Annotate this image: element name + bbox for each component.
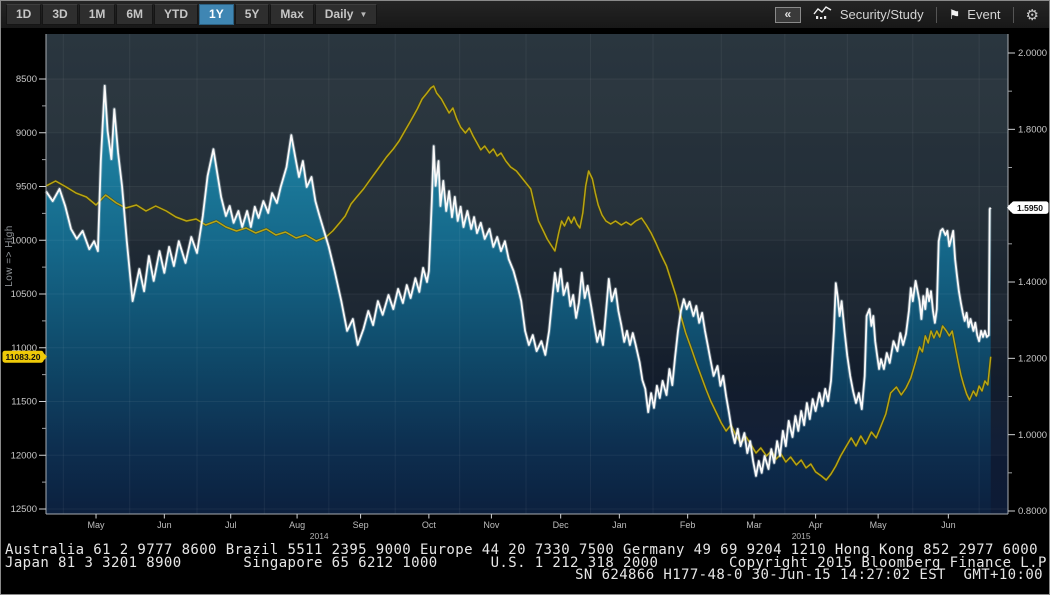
left-axis-tick-label: 9500 bbox=[16, 182, 37, 193]
right-axis-tick-label: 1.8000 bbox=[1018, 125, 1047, 136]
axis-frame bbox=[45, 34, 1009, 515]
left-axis-tick-label: 11500 bbox=[11, 397, 37, 408]
background-band bbox=[46, 187, 1008, 241]
month-label: Jun bbox=[941, 520, 956, 530]
price-area-fill bbox=[46, 85, 991, 515]
period-button-3d[interactable]: 3D bbox=[42, 4, 78, 25]
footer-contact-line1: Australia 61 2 9777 8600 Brazil 5511 239… bbox=[5, 542, 1038, 558]
security-study-button[interactable]: Security/Study bbox=[813, 6, 924, 23]
period-button-6m[interactable]: 6M bbox=[116, 4, 154, 25]
back-button[interactable]: « bbox=[774, 6, 801, 23]
month-label: Sep bbox=[353, 520, 369, 530]
flag-icon: ⚑ bbox=[948, 6, 961, 22]
footer: Australia 61 2 9777 8600 Brazil 5511 239… bbox=[1, 542, 1049, 594]
left-axis-tick-label: 11000 bbox=[11, 343, 37, 354]
month-label: Jun bbox=[157, 520, 172, 530]
settings-gear-button[interactable]: ⚙ bbox=[1025, 6, 1039, 24]
footer-session-line: SN 624866 H177-48-0 30-Jun-15 14:27:02 E… bbox=[575, 567, 1043, 583]
month-label: Jan bbox=[612, 520, 627, 530]
right-axis: 2.00001.80001.60001.40001.20001.00000.80… bbox=[1008, 48, 1047, 517]
month-label: May bbox=[88, 520, 106, 530]
svg-text:1.5950: 1.5950 bbox=[1017, 203, 1043, 213]
year-label: 2014 bbox=[310, 531, 329, 541]
month-label: Nov bbox=[483, 520, 500, 530]
interval-dropdown[interactable]: Daily ▼ bbox=[314, 4, 378, 25]
left-axis-tick-label: 12000 bbox=[11, 450, 37, 461]
white-price-line bbox=[45, 84, 992, 477]
event-button[interactable]: ⚑ Event bbox=[949, 7, 1001, 23]
line-chart-icon bbox=[813, 6, 833, 23]
month-label: Jul bbox=[225, 520, 237, 530]
chevron-down-icon: ▼ bbox=[359, 10, 368, 19]
year-label: 2015 bbox=[792, 531, 811, 541]
right-axis-tick-label: 1.4000 bbox=[1018, 277, 1047, 288]
left-axis-tick-label: 12500 bbox=[11, 504, 37, 515]
period-button-group: 1D 3D 1M 6M YTD 1Y 5Y Max bbox=[6, 1, 315, 28]
background-band bbox=[46, 79, 1008, 133]
footer-contact-line2: Japan 81 3 3201 8900 Singapore 65 6212 1… bbox=[5, 554, 1050, 571]
interval-label: Daily bbox=[324, 7, 354, 21]
month-label: Mar bbox=[746, 520, 762, 530]
left-axis-title: Low => High bbox=[4, 225, 15, 287]
month-label: Dec bbox=[553, 520, 570, 530]
left-axis-tick-label: 10500 bbox=[11, 289, 37, 300]
last-price-tag-yellow: 11083.20 bbox=[2, 350, 47, 363]
toolbar-divider bbox=[1012, 6, 1014, 23]
period-button-1d[interactable]: 1D bbox=[6, 4, 42, 25]
left-axis: 8500 9000 9500 10000 10500 11000 11500 12000 125… bbox=[11, 74, 46, 515]
left-axis-tick-label: 9000 bbox=[16, 128, 37, 139]
last-price-tag-white: 1.5950 bbox=[1007, 201, 1049, 214]
right-axis-tick-label: 0.8000 bbox=[1018, 506, 1047, 517]
month-label: Aug bbox=[289, 520, 305, 530]
x-axis-labels: May Jun Jul Aug Sep Oct Nov Dec Jan Feb Mar Apr May J… bbox=[88, 514, 956, 541]
month-label: Feb bbox=[680, 520, 696, 530]
yellow-comparison-line bbox=[45, 85, 992, 481]
toolbar-divider bbox=[935, 6, 937, 23]
month-label: Apr bbox=[809, 520, 823, 530]
period-button-max[interactable]: Max bbox=[270, 4, 314, 25]
period-button-1m[interactable]: 1M bbox=[78, 4, 116, 25]
left-axis-tick-label: 10000 bbox=[11, 235, 37, 246]
month-label: May bbox=[870, 520, 888, 530]
period-button-ytd[interactable]: YTD bbox=[154, 4, 199, 25]
price-chart[interactable]: 8500 9000 9500 10000 10500 11000 11500 12000 125… bbox=[1, 28, 1050, 542]
left-axis-tick-label: 8500 bbox=[16, 74, 37, 85]
month-label: Oct bbox=[422, 520, 437, 530]
period-button-5y[interactable]: 5Y bbox=[234, 4, 270, 25]
chart-toolbar: 1D 3D 1M 6M YTD 1Y 5Y Max Daily ▼ « Security/St… bbox=[1, 1, 1049, 28]
svg-text:11083.20: 11083.20 bbox=[6, 352, 41, 362]
right-axis-tick-label: 2.0000 bbox=[1018, 48, 1047, 59]
event-label: Event bbox=[967, 7, 1001, 22]
right-axis-tick-label: 1.2000 bbox=[1018, 354, 1047, 365]
gridlines bbox=[46, 34, 1008, 514]
toolbar-right-group: « Security/Study ⚑ Event ⚙ bbox=[774, 6, 1039, 24]
security-study-label: Security/Study bbox=[839, 7, 924, 22]
period-button-1y[interactable]: 1Y bbox=[199, 4, 234, 25]
right-axis-tick-label: 1.0000 bbox=[1018, 430, 1047, 441]
